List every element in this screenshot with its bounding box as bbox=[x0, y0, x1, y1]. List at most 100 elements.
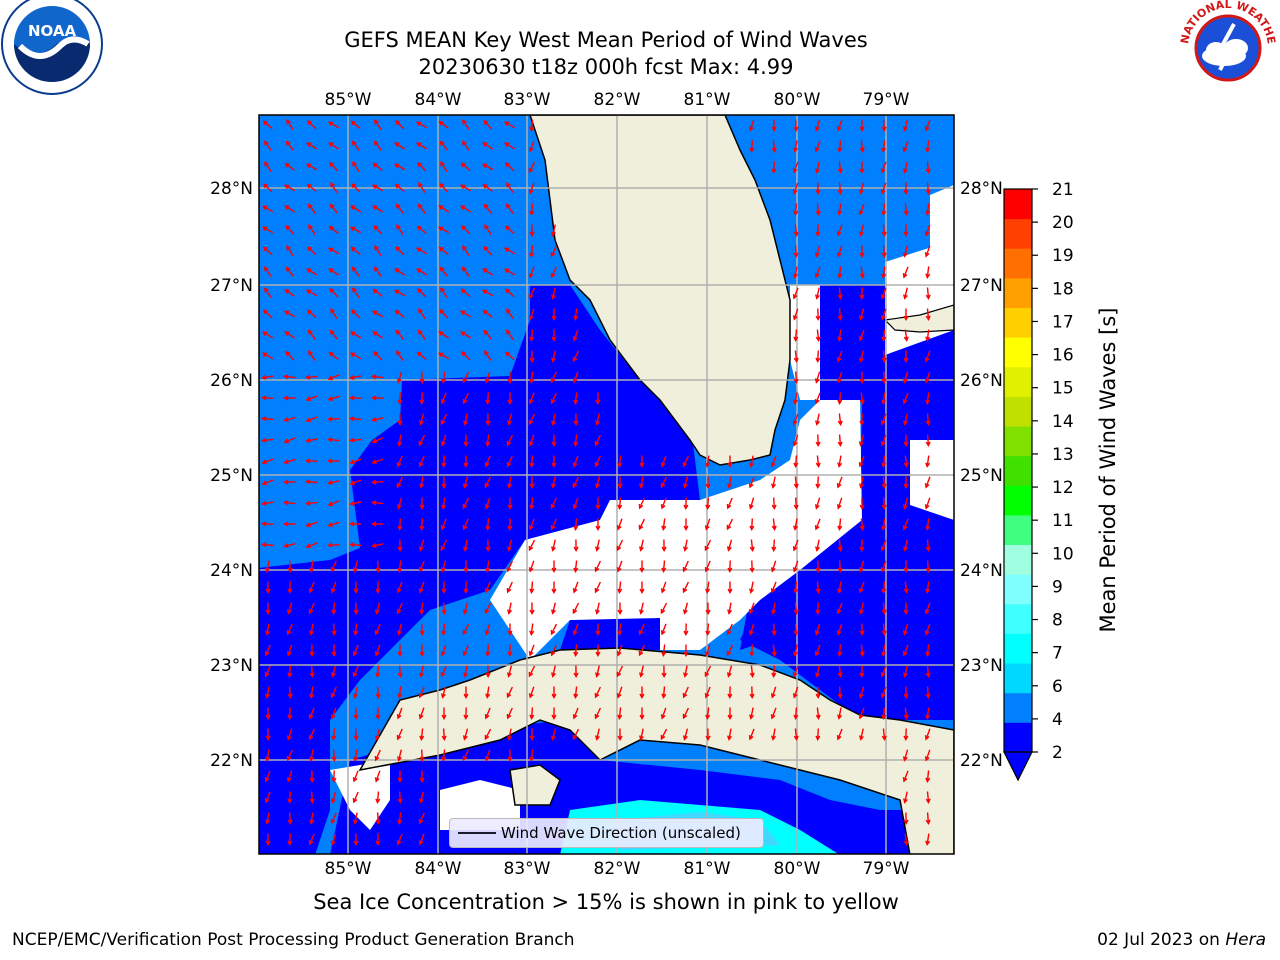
wind-arrow-head bbox=[551, 672, 557, 678]
wind-arrow bbox=[661, 581, 667, 593]
wind-arrow-head bbox=[440, 545, 446, 552]
wind-arrow-head bbox=[551, 294, 556, 300]
wind-arrow-head bbox=[749, 567, 755, 573]
wind-arrow-head bbox=[594, 587, 600, 594]
wind-arrow-head bbox=[815, 588, 821, 594]
wind-arrow-head bbox=[924, 756, 930, 762]
wind-arrow bbox=[815, 497, 821, 509]
wind-arrow-head bbox=[309, 672, 315, 678]
wind-arrow-head bbox=[418, 308, 423, 314]
wind-arrow-head bbox=[441, 462, 447, 468]
wind-arrow-head bbox=[484, 588, 490, 594]
wind-arrow-head bbox=[265, 756, 271, 762]
wind-arrow bbox=[331, 833, 337, 845]
wind-arrow bbox=[860, 728, 864, 740]
wind-arrow bbox=[925, 728, 931, 740]
wind-arrow bbox=[793, 560, 799, 572]
wind-arrow-head bbox=[793, 126, 799, 132]
wind-arrow bbox=[926, 308, 930, 320]
wind-arrow bbox=[486, 518, 490, 530]
footer-date: 02 Jul 2023 on Hera bbox=[1097, 930, 1266, 950]
wind-arrow-head bbox=[881, 357, 887, 363]
map-title: GEFS MEAN Key West Mean Period of Wind W… bbox=[344, 28, 868, 52]
wind-arrow bbox=[306, 542, 318, 548]
wind-arrow-head bbox=[287, 672, 293, 678]
wind-arrow bbox=[507, 413, 513, 425]
wind-arrow-head bbox=[836, 231, 842, 237]
wind-arrow bbox=[771, 707, 777, 719]
wind-arrow-head bbox=[397, 798, 403, 804]
wind-arrow bbox=[372, 543, 384, 547]
wind-arrow-head bbox=[349, 500, 355, 506]
wind-arrow bbox=[420, 791, 424, 803]
wind-arrow-head bbox=[264, 798, 270, 804]
wind-arrow-head bbox=[462, 483, 468, 489]
wind-arrow-head bbox=[550, 272, 556, 279]
wind-arrow bbox=[837, 224, 843, 236]
wind-arrow-head bbox=[352, 651, 358, 657]
wind-arrow-head bbox=[327, 437, 333, 443]
wind-arrow-head bbox=[484, 756, 490, 762]
wind-arrow-head bbox=[265, 693, 271, 699]
wind-arrow bbox=[263, 120, 273, 130]
wind-arrow bbox=[441, 434, 447, 446]
wind-arrow bbox=[375, 770, 381, 782]
wind-arrow-head bbox=[350, 205, 356, 210]
wind-arrow-head bbox=[529, 357, 535, 363]
wind-arrow bbox=[310, 560, 314, 572]
wind-arrow bbox=[311, 791, 313, 803]
wind-arrow bbox=[287, 623, 293, 635]
wind-arrow-head bbox=[440, 693, 446, 699]
wind-arrow-head bbox=[859, 420, 865, 426]
wind-arrow bbox=[508, 602, 512, 614]
wind-arrow-head bbox=[814, 126, 820, 132]
wind-arrow-head bbox=[261, 480, 267, 486]
wind-arrow-head bbox=[485, 525, 491, 531]
wind-arrow bbox=[464, 665, 468, 677]
wind-arrow-head bbox=[594, 692, 600, 699]
wind-arrow-head bbox=[483, 245, 489, 251]
wind-arrow-head bbox=[903, 462, 909, 468]
wind-arrow-head bbox=[770, 588, 776, 594]
wind-arrow bbox=[462, 120, 470, 130]
wind-arrow-head bbox=[815, 693, 821, 699]
wind-arrow-head bbox=[328, 225, 334, 231]
wind-arrow bbox=[661, 707, 667, 719]
wind-arrow-head bbox=[484, 504, 490, 510]
wind-arrow-head bbox=[617, 588, 623, 594]
wind-arrow-head bbox=[419, 630, 425, 636]
wind-arrow bbox=[572, 728, 580, 740]
wind-arrow-head bbox=[903, 420, 908, 426]
wind-arrow bbox=[485, 623, 491, 635]
wind-arrow bbox=[306, 521, 318, 527]
wind-arrow bbox=[551, 518, 557, 530]
wind-arrow-head bbox=[660, 588, 666, 594]
colorbar-segment bbox=[1004, 307, 1032, 338]
wind-arrow-head bbox=[529, 714, 535, 720]
wind-arrow-head bbox=[572, 608, 578, 615]
wind-arrow bbox=[504, 268, 516, 276]
colorbar-tick: 10 bbox=[1052, 544, 1074, 564]
wind-arrow bbox=[504, 247, 516, 255]
wind-arrow-head bbox=[837, 588, 843, 594]
wind-arrow bbox=[504, 142, 516, 150]
wind-arrow bbox=[771, 560, 777, 572]
wind-arrow bbox=[263, 309, 273, 319]
wind-arrow-head bbox=[264, 651, 270, 657]
wind-arrow bbox=[332, 728, 336, 740]
wind-arrow-head bbox=[285, 266, 291, 272]
wind-arrow bbox=[419, 413, 425, 425]
wind-arrow bbox=[572, 602, 580, 614]
wind-arrow-head bbox=[308, 840, 314, 846]
wind-arrow bbox=[837, 602, 843, 614]
wind-arrow bbox=[904, 455, 908, 467]
wind-arrow bbox=[618, 497, 622, 509]
wind-arrow-head bbox=[639, 483, 645, 489]
wind-arrow-head bbox=[352, 287, 357, 293]
wind-arrow-head bbox=[704, 693, 710, 699]
wind-arrow-head bbox=[793, 735, 799, 741]
wind-arrow-head bbox=[727, 735, 733, 741]
wind-arrow bbox=[463, 728, 469, 740]
wind-arrow bbox=[506, 330, 514, 340]
wind-arrow bbox=[440, 539, 448, 551]
